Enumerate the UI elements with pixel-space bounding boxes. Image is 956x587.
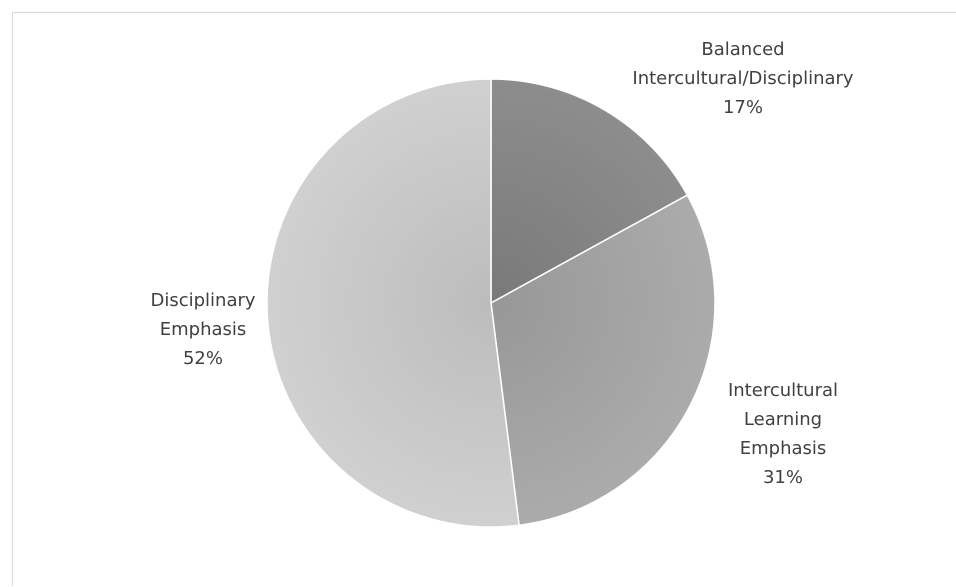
pie-chart (266, 78, 716, 528)
chart-area: Balanced Intercultural/Disciplinary 17% … (12, 12, 956, 586)
slice-label-disciplinary: Disciplinary Emphasis 52% (150, 290, 256, 369)
pie-slice-2 (266, 78, 520, 528)
pie-slice-0 (490, 78, 689, 305)
slice-label-balanced: Balanced Intercultural/Disciplinary 17% (632, 39, 854, 118)
pie-slice-1 (490, 194, 716, 527)
slice-label-intercultural: Intercultural Learning Emphasis 31% (727, 380, 839, 488)
